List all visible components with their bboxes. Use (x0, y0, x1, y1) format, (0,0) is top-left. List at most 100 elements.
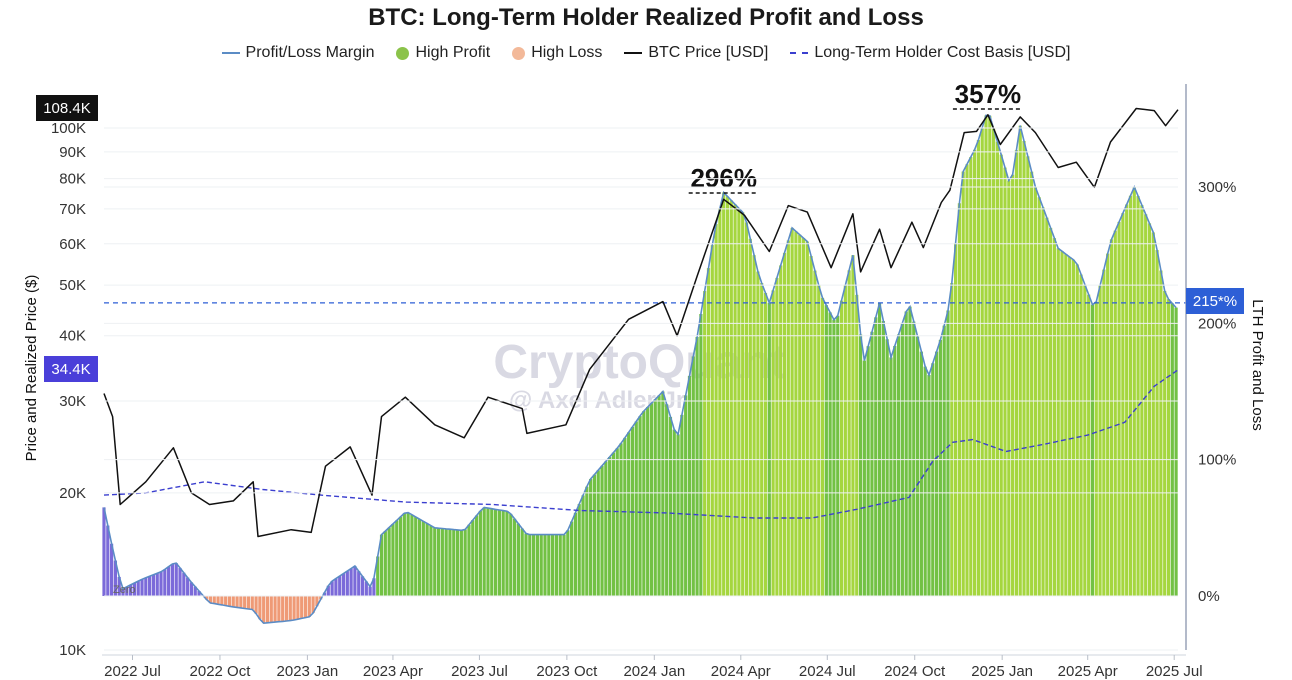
legend-swatch-high-profit (396, 46, 410, 60)
margin-bar (1117, 221, 1121, 596)
margin-bar (589, 479, 593, 596)
margin-bar (767, 302, 771, 596)
margin-bar (208, 596, 213, 603)
margin-bar (665, 404, 669, 596)
margin-bar (501, 510, 505, 596)
margin-bar (828, 312, 832, 596)
margin-bar (455, 529, 460, 596)
legend-item-btc-price[interactable]: BTC Price [USD] (624, 44, 768, 62)
margin-bar (858, 334, 863, 596)
margin-bar (710, 245, 714, 596)
margin-bar (364, 581, 368, 596)
margin-bar (1018, 125, 1022, 597)
margin-bar (950, 282, 954, 596)
margin-bar (585, 486, 589, 596)
margin-bar (193, 586, 197, 596)
margin-bar (360, 576, 365, 596)
margin-bar (136, 581, 140, 596)
margin-bar (627, 432, 631, 596)
margin-bar (919, 351, 923, 596)
margin-bar (1155, 250, 1159, 597)
margin-bar (212, 596, 216, 604)
margin-bar (592, 474, 597, 596)
margin-bar (440, 528, 444, 596)
margin-bar (611, 452, 616, 596)
margin-bar (999, 154, 1003, 596)
margin-bar (1121, 213, 1125, 596)
margin-bar (357, 571, 361, 596)
margin-bar (205, 596, 209, 600)
legend-label-high-profit: High Profit (415, 44, 491, 61)
margin-bar (330, 581, 334, 596)
margin-bar (733, 204, 737, 596)
margin-bar (334, 578, 338, 596)
margin-bar (820, 297, 825, 596)
margin-bar (915, 336, 920, 596)
margin-bar (402, 513, 406, 596)
margin-bar (927, 374, 931, 596)
margin-bar (896, 334, 901, 596)
margin-bar (786, 240, 790, 596)
margin-bar (178, 567, 182, 596)
legend-item-margin[interactable]: Profit/Loss Margin (221, 44, 374, 62)
legend-swatch-cost-basis (790, 52, 809, 54)
margin-bar (1060, 251, 1064, 596)
margin-bar (866, 346, 870, 596)
margin-bar (474, 515, 479, 596)
margin-bar (779, 265, 783, 596)
margin-bar (216, 596, 220, 605)
margin-bar (813, 270, 817, 596)
margin-bar (239, 596, 243, 608)
margin-bar (653, 399, 657, 596)
margin-bar (292, 596, 296, 620)
margin-bar (1022, 140, 1026, 597)
margin-bar (1030, 171, 1034, 596)
chart-title: BTC: Long-Term Holder Realized Profit an… (368, 4, 924, 31)
margin-bar (1083, 284, 1087, 596)
margin-bar (296, 596, 300, 620)
margin-bar (904, 311, 908, 596)
x-tick-label: 2022 Jul (104, 663, 161, 680)
margin-bar (646, 407, 650, 596)
margin-bar (319, 596, 323, 600)
margin-bar (877, 302, 882, 596)
margin-bar (1144, 214, 1148, 596)
y-left-tick-label: 10K (59, 642, 86, 659)
margin-bar (414, 516, 418, 596)
btc-price-line (103, 107, 1179, 538)
margin-bar (1090, 304, 1095, 596)
annotation-label: 357% (955, 79, 1022, 109)
margin-bar (1068, 256, 1072, 596)
margin-bar (790, 227, 794, 596)
margin-bar (923, 366, 927, 596)
margin-bar (182, 572, 186, 596)
margin-bar (1041, 207, 1045, 596)
margin-bar (254, 596, 258, 614)
margin-bar (102, 507, 106, 596)
margin-bar (349, 568, 353, 596)
margin-bar (881, 321, 885, 596)
margin-bar (448, 529, 452, 596)
legend-item-high-loss[interactable]: High Loss (512, 44, 602, 62)
margin-bar (1098, 285, 1102, 596)
margin-bar (372, 578, 376, 596)
margin-bar (1007, 180, 1011, 596)
margin-bar (524, 533, 528, 596)
y-axis-right-label: LTH Profit and Loss (1249, 299, 1266, 430)
margin-bar (1026, 156, 1030, 596)
margin-bar (619, 443, 623, 596)
margin-bar (581, 495, 585, 596)
x-tick-label: 2023 Jan (277, 663, 339, 680)
margin-bar (687, 375, 692, 596)
margin-bar (938, 339, 942, 596)
legend-item-high-profit[interactable]: High Profit (396, 44, 490, 62)
legend-item-cost-basis[interactable]: Long-Term Holder Cost Basis [USD] (790, 44, 1070, 62)
margin-bar (809, 256, 813, 596)
margin-bar (284, 596, 289, 621)
legend-label-high-loss: High Loss (531, 44, 603, 61)
margin-bar (744, 222, 749, 596)
margin-bar (615, 448, 619, 596)
margin-bar (269, 596, 273, 623)
value-badges: 108.4K 34.4K 215*% (36, 95, 1244, 382)
margin-bar (1106, 253, 1110, 596)
